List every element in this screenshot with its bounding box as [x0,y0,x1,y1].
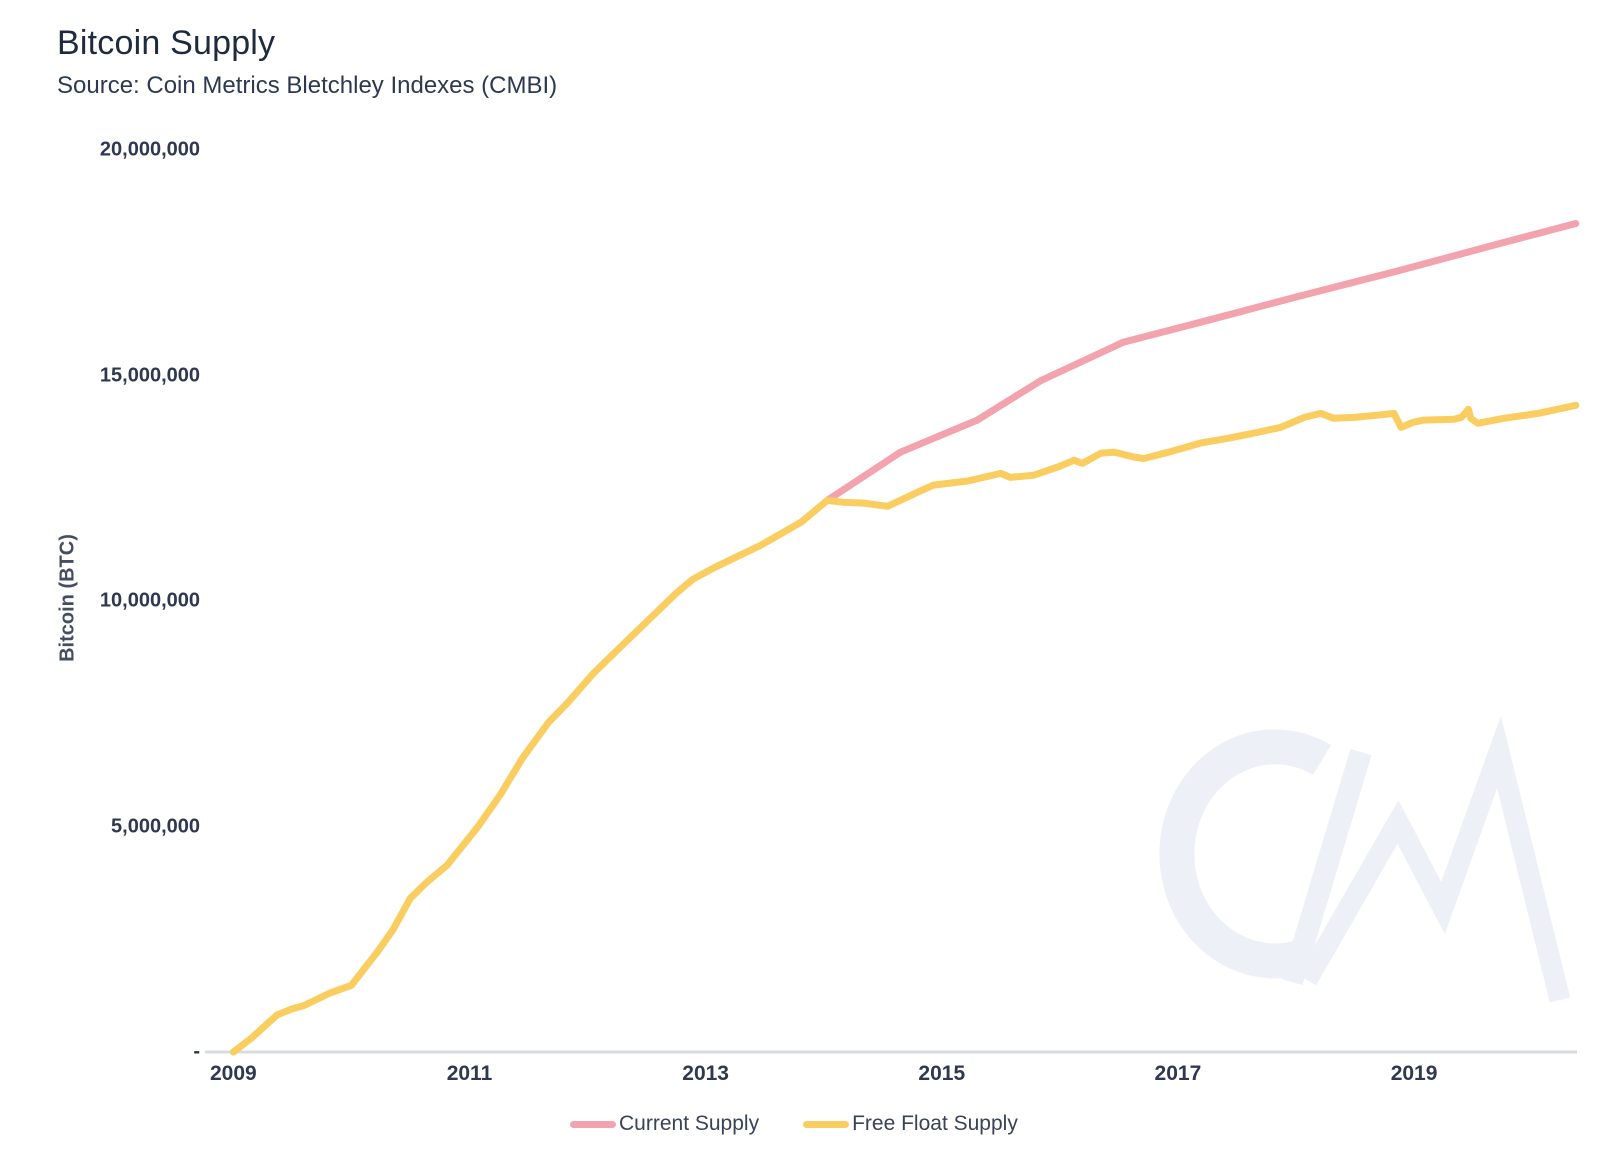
current-supply-line [823,220,1580,504]
x-tick-label: 2019 [1390,1062,1438,1085]
x-tick-label: 2011 [446,1062,493,1085]
free-float-supply-line [229,401,1580,1056]
legend-label-free-float-supply: Free Float Supply [852,1112,1018,1135]
legend-item-free-float-supply: Free Float Supply [803,1112,1018,1136]
x-tick-label: 2009 [209,1062,257,1085]
y-tick-label: - [193,1040,200,1063]
y-tick-label: 15,000,000 [99,364,200,386]
chart-title: Bitcoin Supply [57,24,276,62]
current-supply-swatch-icon [570,1120,616,1128]
legend-label-current-supply: Current Supply [619,1112,760,1135]
legend: Current Supply Free Float Supply [570,1112,1018,1136]
x-tick-label: 2017 [1154,1062,1202,1085]
free-float-supply-swatch-icon [803,1120,850,1128]
legend-item-current-supply: Current Supply [570,1112,759,1136]
chart-subtitle: Source: Coin Metrics Bletchley Indexes (… [57,72,558,99]
y-tick-label: 5,000,000 [111,815,200,837]
x-tick-label: 2013 [682,1062,729,1085]
y-tick-label: 10,000,000 [99,589,200,612]
coin-metrics-watermark-icon [1159,715,1571,1003]
y-tick-label: 20,000,000 [99,138,200,161]
x-tick-label: 2015 [918,1062,966,1085]
